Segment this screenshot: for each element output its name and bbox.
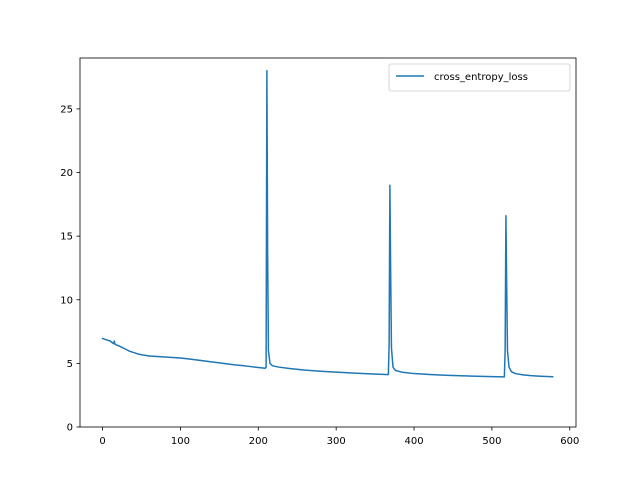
x-tick-label: 100 <box>171 436 190 447</box>
x-tick-label: 300 <box>327 436 346 447</box>
x-tick-label: 200 <box>249 436 268 447</box>
y-tick-label: 25 <box>60 104 73 115</box>
x-tick-label: 400 <box>404 436 423 447</box>
y-axis: 0 5 10 15 20 25 <box>60 104 80 434</box>
legend-label-cross-entropy-loss: cross_entropy_loss <box>434 72 528 83</box>
plot-area <box>101 69 554 378</box>
y-tick-label: 0 <box>67 423 73 434</box>
y-tick-label: 5 <box>67 359 73 370</box>
x-tick-label: 0 <box>99 436 105 447</box>
legend-box <box>388 63 571 92</box>
y-tick-label: 10 <box>60 295 73 306</box>
x-tick-label: 500 <box>482 436 501 447</box>
x-tick-label: 600 <box>560 436 579 447</box>
series-line-cross-entropy-loss <box>101 69 554 378</box>
y-tick-label: 15 <box>60 232 73 243</box>
y-tick-label: 20 <box>60 168 73 179</box>
x-axis: 0 100 200 300 400 500 600 <box>99 427 579 447</box>
axes-frame <box>79 57 577 428</box>
legend: cross_entropy_loss <box>388 63 571 92</box>
